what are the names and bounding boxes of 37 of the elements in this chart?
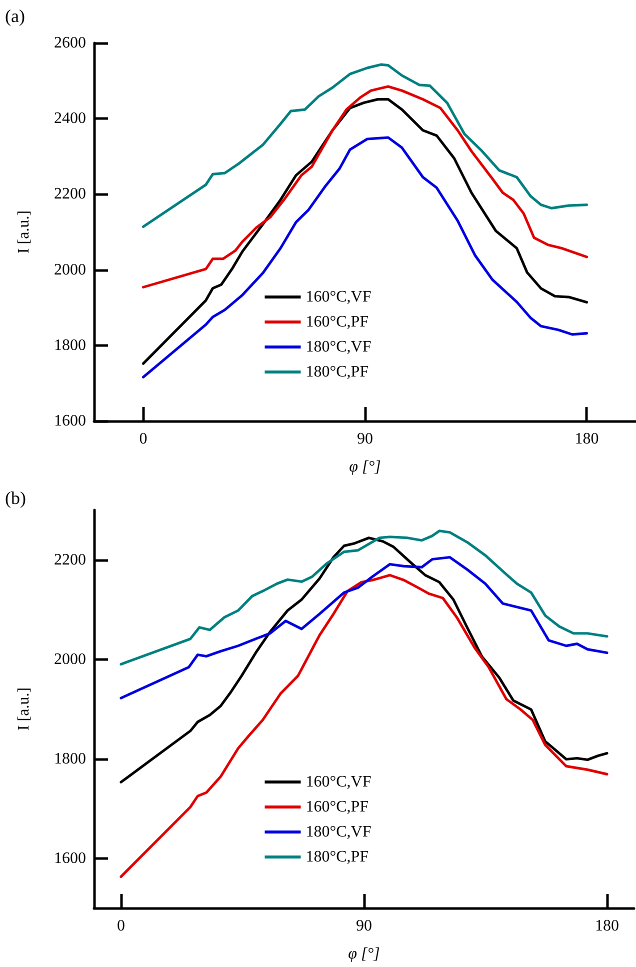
legend-label: 180°C,PF bbox=[306, 364, 369, 380]
legend-label: 180°C,VF bbox=[306, 824, 372, 840]
legend-label: 160°C,VF bbox=[306, 288, 372, 306]
line-series bbox=[142, 136, 588, 378]
legend-label: 160°C,PF bbox=[306, 798, 369, 816]
legend-label: 160°C,VF bbox=[306, 774, 372, 790]
y-tick-label: 2000 bbox=[54, 650, 86, 668]
y-tick-label: 2200 bbox=[54, 186, 86, 203]
y-tick-label: 1600 bbox=[54, 850, 86, 867]
x-tick-label: 90 bbox=[356, 918, 372, 934]
x-tick-label: 0 bbox=[117, 918, 125, 934]
legend-label: 180°C,PF bbox=[306, 848, 369, 866]
line-series bbox=[142, 85, 588, 288]
line-series bbox=[120, 530, 608, 666]
x-axis-title: φ [°] bbox=[348, 946, 380, 962]
line-series bbox=[142, 63, 588, 228]
x-tick-label: 90 bbox=[357, 430, 373, 448]
line-series bbox=[142, 98, 588, 365]
legend-label: 160°C,PF bbox=[306, 314, 369, 330]
y-tick-label: 2000 bbox=[54, 261, 86, 278]
y-tick-label: 1800 bbox=[54, 336, 86, 354]
y-tick-label: 1800 bbox=[54, 750, 86, 768]
line-series bbox=[120, 556, 608, 700]
x-axis-title: φ [°] bbox=[349, 458, 381, 476]
y-axis-title: I [a.u.] bbox=[16, 210, 32, 254]
legend-label: 180°C,VF bbox=[306, 338, 372, 356]
x-tick-label: 0 bbox=[139, 430, 148, 448]
chart-title: (b) bbox=[5, 488, 26, 508]
x-tick-label: 180 bbox=[574, 430, 599, 448]
y-tick-label: 2600 bbox=[54, 34, 86, 52]
y-tick-label: 1600 bbox=[54, 412, 86, 430]
chart-title: (a) bbox=[5, 6, 25, 26]
line-series bbox=[120, 574, 608, 878]
y-tick-label: 2200 bbox=[54, 551, 86, 568]
x-tick-label: 180 bbox=[595, 918, 619, 934]
y-axis-title: I [a.u.] bbox=[16, 687, 32, 731]
y-tick-label: 2400 bbox=[54, 110, 86, 128]
